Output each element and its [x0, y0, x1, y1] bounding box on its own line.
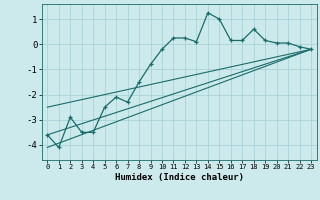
X-axis label: Humidex (Indice chaleur): Humidex (Indice chaleur)	[115, 173, 244, 182]
